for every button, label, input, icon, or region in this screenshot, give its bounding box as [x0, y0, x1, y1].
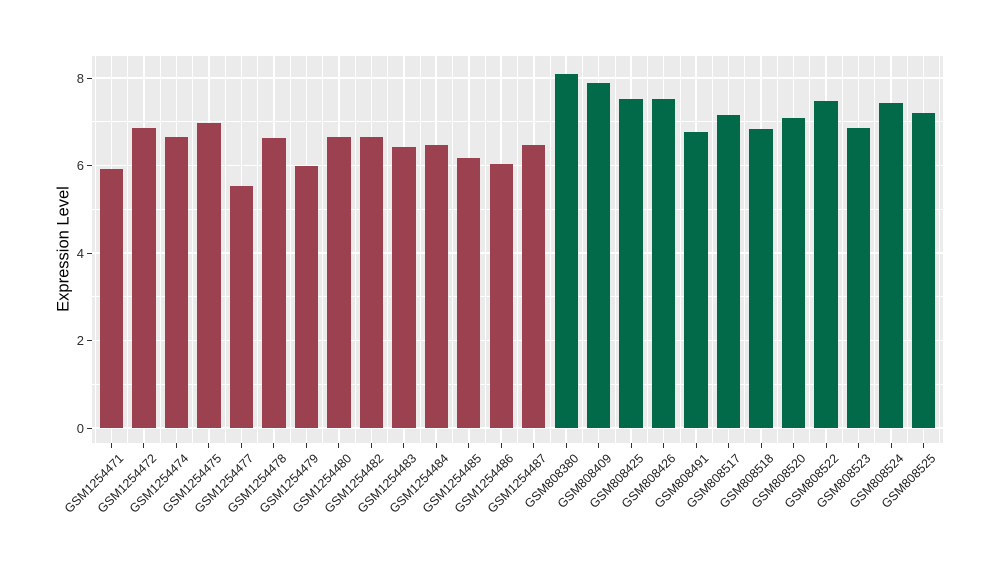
y-tick-mark — [87, 427, 92, 429]
x-tick-mark — [208, 443, 210, 448]
minor-gridline-x — [711, 56, 713, 443]
y-tick-label: 4 — [76, 245, 84, 261]
bar-GSM1254472 — [132, 127, 156, 428]
y-tick-label: 0 — [76, 420, 84, 436]
bar-GSM1254479 — [294, 165, 319, 428]
x-tick-mark — [533, 443, 535, 448]
y-tick-mark — [87, 77, 92, 79]
bar-GSM1254478 — [262, 137, 286, 428]
minor-gridline-x — [776, 56, 778, 443]
x-tick-mark — [598, 443, 600, 448]
x-tick-mark — [663, 443, 665, 448]
minor-gridline-x — [224, 56, 226, 443]
bar-GSM808380 — [554, 74, 578, 428]
bar-GSM1254483 — [392, 147, 416, 428]
x-tick-mark — [273, 443, 275, 448]
x-tick-mark — [500, 443, 502, 448]
bar-GSM808425 — [619, 99, 643, 428]
y-tick-mark — [87, 252, 92, 254]
x-tick-mark — [565, 443, 567, 448]
bar-GSM808522 — [814, 101, 838, 428]
bar-GSM808520 — [781, 117, 806, 428]
x-tick-mark — [143, 443, 145, 448]
bar-GSM1254480 — [327, 136, 351, 428]
minor-gridline-x — [354, 56, 356, 443]
x-tick-mark — [338, 443, 340, 448]
bar-GSM808491 — [684, 131, 708, 428]
minor-gridline-x — [582, 56, 583, 443]
bar-GSM1254486 — [489, 164, 513, 428]
y-tick-mark — [87, 340, 92, 341]
minor-gridline-x — [387, 56, 388, 443]
y-tick-mark — [87, 165, 92, 166]
x-tick-mark — [923, 443, 924, 448]
bar-GSM1254487 — [522, 145, 546, 428]
minor-gridline-x — [94, 56, 96, 443]
minor-gridline-x — [192, 56, 194, 443]
bar-GSM1254484 — [424, 145, 448, 428]
minor-gridline-x — [841, 56, 843, 443]
x-tick-mark — [175, 443, 177, 448]
bar-GSM808525 — [911, 113, 936, 428]
bar-GSM808426 — [651, 99, 676, 428]
bar-GSM808518 — [749, 129, 773, 428]
x-tick-mark — [435, 443, 437, 448]
x-tick-mark — [468, 443, 470, 448]
minor-gridline-x — [939, 56, 941, 443]
x-tick-mark — [370, 443, 372, 448]
minor-gridline-x — [614, 56, 616, 443]
bar-GSM808409 — [587, 83, 611, 428]
bar-GSM1254475 — [197, 123, 221, 428]
minor-gridline-x — [484, 56, 486, 443]
minor-gridline-x — [744, 56, 746, 443]
x-tick-mark — [728, 443, 730, 448]
x-tick-mark — [825, 443, 827, 448]
x-tick-mark — [630, 443, 632, 448]
minor-gridline-x — [159, 56, 161, 443]
y-tick-label: 8 — [76, 70, 84, 86]
x-tick-mark — [695, 443, 697, 448]
minor-gridline-x — [517, 56, 518, 443]
minor-gridline-x — [679, 56, 681, 443]
minor-gridline-x — [647, 56, 648, 443]
minor-gridline-x — [257, 56, 259, 443]
x-tick-mark — [760, 443, 762, 448]
minor-gridline-x — [906, 56, 908, 443]
x-tick-mark — [110, 443, 112, 448]
minor-gridline-x — [322, 56, 323, 443]
minor-gridline-x — [452, 56, 453, 443]
bar-GSM1254477 — [229, 186, 254, 428]
x-tick-mark — [403, 443, 405, 448]
minor-gridline-x — [809, 56, 811, 443]
bar-GSM808523 — [846, 127, 871, 428]
bar-GSM1254482 — [359, 137, 384, 428]
minor-gridline-x — [549, 56, 551, 443]
minor-gridline-x — [289, 56, 291, 443]
x-tick-mark — [890, 443, 892, 448]
bar-GSM1254474 — [164, 137, 189, 428]
bar-GSM808524 — [879, 102, 903, 428]
x-tick-mark — [305, 443, 307, 448]
minor-gridline-x — [874, 56, 876, 443]
minor-gridline-x — [419, 56, 421, 443]
x-tick-mark — [240, 443, 242, 448]
bar-GSM808517 — [716, 115, 741, 428]
y-tick-label: 6 — [76, 158, 84, 173]
bar-GSM1254471 — [99, 169, 124, 428]
x-tick-mark — [858, 443, 860, 448]
minor-gridline-x — [127, 56, 129, 443]
bar-GSM1254485 — [457, 157, 481, 428]
x-tick-mark — [793, 443, 795, 448]
y-tick-label: 2 — [76, 333, 84, 348]
